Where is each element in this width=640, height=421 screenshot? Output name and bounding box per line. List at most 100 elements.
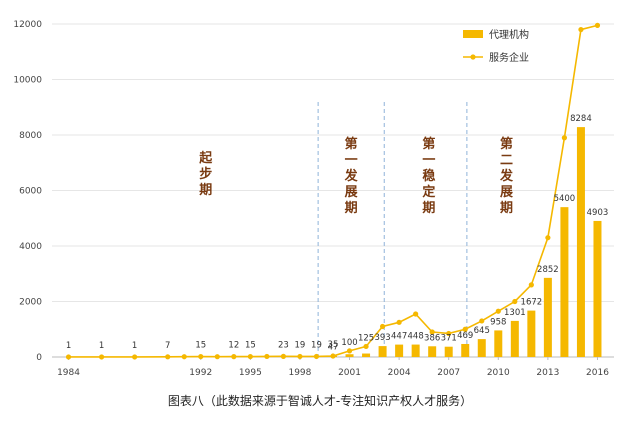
x-tick-label: 2004 [388,368,411,378]
line-point [313,353,320,360]
gridlines [52,23,614,358]
chart-caption: 图表八（此数据来源于智诚人才-专注知识产权人才服务） [167,394,473,408]
line-point [330,353,336,359]
line-point [363,343,369,350]
line-data-label: 1 [99,341,104,351]
data-labels: 47 100 125 393 447 448 386 371 469 64595813011672… [66,114,608,353]
y-tick-label: 0 [36,353,42,363]
x-tick-label: 2013 [536,368,559,378]
phase-label-char: 一 [345,153,358,168]
bar-data-label: 448 [408,332,424,342]
line-data-label: 1 [66,341,71,351]
phase-label: 第一稳定期 [421,136,435,216]
bar-data-label: 5400 [554,194,576,204]
phase-label-char: 步 [199,166,212,182]
line-point [346,348,353,354]
phase-label-char: 一 [422,153,435,168]
bar-data-label: 2852 [537,265,559,275]
phase-label: 第二发展期 [499,136,514,216]
line-point [561,135,568,141]
line-point [413,311,419,317]
bar-data-label: 447 [391,332,407,342]
line-point [297,353,303,360]
line-point [528,282,534,288]
x-tick-label: 2010 [487,368,510,378]
line-data-label: 12 [228,341,239,351]
line-point [214,354,220,360]
line-point [264,353,270,360]
bar [477,339,486,357]
bar [378,346,387,357]
legend-label-bar: 代理机构 [489,28,529,41]
bar-data-label: 371 [441,334,457,344]
bar [461,343,470,357]
phase-label: 第一发展期 [344,136,359,216]
phase-label-char: 第 [345,136,358,152]
phase-label-char: 期 [500,201,513,216]
bar-data-label: 645 [474,326,490,336]
y-tick-label: 4000 [19,242,42,252]
x-tick-label: 2007 [437,368,460,378]
line-point [198,353,204,360]
y-tick-label: 2000 [19,298,42,308]
line-data-label: 35 [328,340,339,350]
line-point [479,318,485,324]
phase-label-char: 展 [500,185,514,200]
bar [362,353,371,357]
line-point [429,329,435,335]
line-data-label: 15 [195,341,206,351]
bar-data-label: 8284 [570,114,592,124]
line-point [495,308,501,314]
bar-series [329,127,602,357]
legend-swatch-point [470,54,476,60]
x-tick-label: 2016 [586,368,609,378]
phase-label-char: 期 [345,201,358,216]
line-point [512,298,518,305]
phase-dividers [317,102,468,357]
phase-label-char: 发 [499,168,514,184]
line-point [462,326,468,332]
phase-label-char: 期 [422,201,435,216]
y-tick-label: 6000 [19,187,42,197]
phase-label-char: 发 [344,168,359,184]
legend-swatch-bar [463,30,483,38]
bar-data-label: 100 [341,338,357,348]
bar [444,346,453,357]
phase-label-char: 稳 [422,168,435,184]
line-data-label: 19 [311,340,322,350]
bar-data-label: 386 [424,333,440,343]
bar-data-label: 393 [374,333,390,343]
bar [345,354,354,357]
phase-label-char: 期 [199,183,212,198]
line-point [98,354,105,360]
bar [494,330,503,357]
bar-data-label: 469 [457,331,473,341]
bar-data-label: 4903 [587,208,609,218]
y-tick-label: 10000 [13,76,42,86]
phase-label-char: 第 [422,136,435,152]
line-point [446,330,452,337]
x-tick-label: 1995 [239,368,262,378]
line-point [280,353,287,359]
line-path [68,24,598,358]
bar [560,207,569,357]
line-point [379,323,386,330]
line-data-label: 1 [132,341,137,351]
x-tick-label: 1984 [57,368,80,378]
line-series [65,22,601,360]
line-point [231,354,237,360]
bar [576,127,585,357]
line-data-label: 15 [245,341,256,351]
bar-data-label: 1301 [504,308,526,318]
line-point [132,354,138,360]
bar [428,346,437,357]
bar [395,344,404,357]
line-data-label: 23 [278,340,289,350]
x-tick-label: 1992 [189,368,212,378]
line-point [65,354,72,360]
line-data-label: 7 [165,341,170,351]
bar [593,220,602,357]
